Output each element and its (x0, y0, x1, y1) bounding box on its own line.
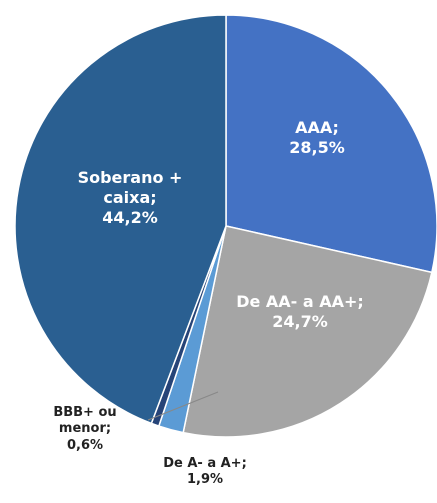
label-category: De AA- a AA+; (236, 292, 364, 311)
leader-line (147, 391, 219, 421)
pie-slice (14, 14, 227, 425)
label-category: De A- a A+; (163, 456, 247, 471)
label-category: BBB+ ou menor; (53, 405, 117, 437)
label-value: 44,2% (102, 208, 158, 227)
label-value: 28,5% (289, 138, 345, 157)
label-category: AAA; (295, 118, 339, 137)
data-label: De A- a A+; 1,9% (140, 456, 270, 489)
pie-slice (182, 225, 433, 438)
label-category: Soberano + caixa; (77, 168, 183, 207)
data-label: BBB+ ou menor; 0,6% (45, 405, 125, 454)
data-label: De AA- a AA+; 24,7% (225, 292, 375, 332)
label-value: 1,9% (186, 472, 224, 488)
label-value: 0,6% (66, 437, 104, 453)
data-label: AAA; 28,5% (262, 118, 372, 158)
data-label: Soberano + caixa; 44,2% (55, 168, 205, 228)
label-value: 24,7% (272, 312, 328, 331)
